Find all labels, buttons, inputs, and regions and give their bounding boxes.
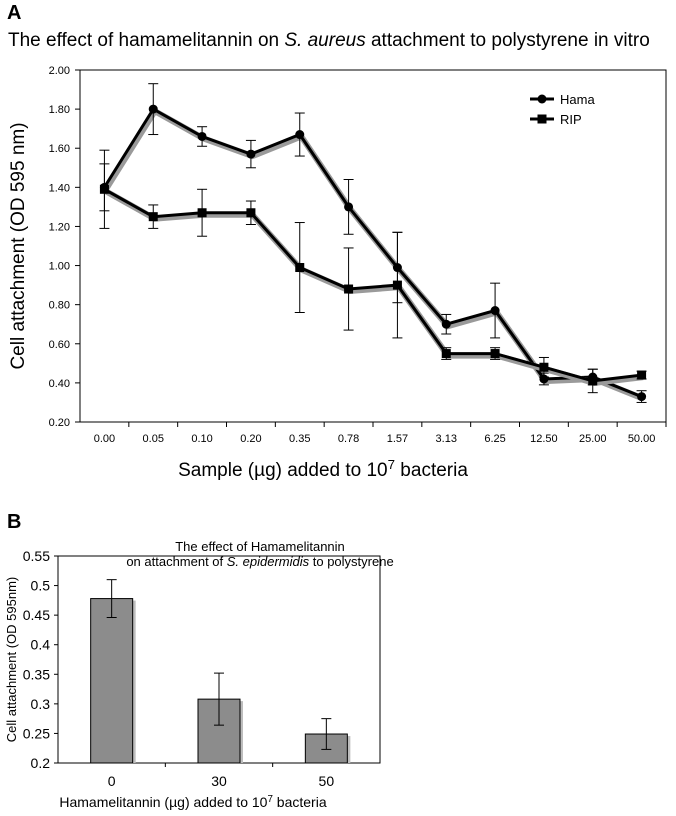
x-tick-label: 0.10 (191, 433, 212, 445)
panel-b-letter: B (7, 511, 22, 533)
y-tick-label: 1.00 (49, 261, 70, 273)
y-tick-label: 0.3 (31, 696, 51, 712)
chart-b-title-organism: S. epidermidis (226, 554, 310, 569)
series-shadow-rip (104, 188, 644, 386)
y-tick-label: 1.80 (49, 104, 70, 116)
chart-b-title-part-1: on attachment of (126, 554, 227, 569)
y-tick-label: 0.45 (23, 607, 50, 623)
chart-a-title: The effect of hamamelitannin on S. aureu… (8, 30, 650, 52)
bar (90, 598, 134, 764)
x-tick-label: 0.78 (338, 433, 359, 445)
x-tick-label: 0.20 (240, 433, 261, 445)
x-tick-label: 6.25 (484, 433, 505, 445)
y-tick-label: 0.55 (23, 548, 50, 564)
y-tick-label: 0.2 (31, 755, 51, 771)
legend-label: RIP (560, 112, 582, 127)
chart-a-title-organism: S. aureus (284, 30, 366, 51)
x-tick-label: 1.57 (387, 433, 408, 445)
data-point-hama (441, 319, 451, 329)
y-tick-label: 1.60 (49, 143, 70, 155)
data-point-hama (246, 149, 256, 159)
x-axis-label: Sample (µg) added to 107 bacteria (178, 457, 468, 482)
y-tick-label: 1.20 (49, 221, 70, 233)
y-axis-label: Cell attachment (OD 595 nm) (8, 122, 29, 369)
bar-chart: 0.2 0.25 0.3 0.35 0.4 0.45 0.5 0.55 0 30 50 Cell at… (4, 548, 381, 811)
data-point-hama (490, 306, 500, 316)
chart-b-title-line-2: on attachment of S. epidermidis to polys… (60, 554, 460, 569)
data-point-rip (344, 284, 354, 294)
panel-a-letter: A (7, 2, 22, 24)
data-point-rip (588, 376, 598, 386)
data-point-rip (99, 184, 109, 194)
chart-a-title-part-3: attachment to polystyrene in vitro (365, 30, 650, 51)
line-chart: 0.20 0.40 0.60 0.80 1.00 1.20 1.40 1.60 1.80 2.00… (8, 65, 667, 482)
y-tick-label: 0.60 (49, 339, 70, 351)
data-point-rip (392, 280, 402, 290)
x-tick-label: 0.00 (94, 433, 115, 445)
series-line-rip (103, 187, 642, 383)
y-tick-label: 0.4 (31, 637, 51, 653)
data-point-hama (344, 202, 354, 212)
chart-a-title-part-1: The effect of hamamelitannin on (8, 30, 285, 51)
chart-b-title-line-1: The effect of Hamamelitannin (175, 539, 345, 554)
data-point-rip (148, 212, 158, 222)
data-point-hama (637, 392, 647, 402)
x-tick-label: 25.00 (579, 433, 607, 445)
y-tick-label: 0.80 (49, 300, 70, 312)
x-tick-label: 30 (211, 773, 227, 789)
y-tick-label: 0.5 (31, 578, 51, 594)
chart-b-title-part-3: to polystyrene (309, 554, 394, 569)
legend-marker (537, 114, 547, 124)
series-line-hama (103, 107, 643, 398)
data-point-hama (197, 131, 207, 141)
data-point-rip (197, 208, 207, 218)
series-shadow-hama (103, 107, 645, 402)
y-tick-label: 2.00 (49, 65, 70, 77)
chart-b-title: The effect of Hamamelitannin on attachme… (60, 539, 460, 569)
x-tick-label: 0.35 (289, 433, 310, 445)
data-point-rip (490, 349, 500, 359)
y-tick-label: 1.40 (49, 182, 70, 194)
x-axis-label: Hamamelitannin (µg) added to 107 bacteri… (59, 794, 326, 811)
legend-marker (537, 94, 547, 104)
data-point-hama (148, 104, 158, 114)
data-point-rip (441, 349, 451, 359)
y-axis-label: Cell attachment (OD 595nm) (4, 577, 19, 742)
data-point-rip (246, 208, 256, 218)
y-tick-label: 0.40 (49, 378, 70, 390)
y-tick-label: 0.35 (23, 666, 50, 682)
data-point-rip (295, 263, 305, 273)
data-point-hama (295, 130, 305, 140)
x-tick-label: 3.13 (436, 433, 457, 445)
y-tick-label: 0.20 (49, 417, 70, 429)
data-point-rip (539, 362, 549, 372)
x-tick-label: 0 (108, 773, 116, 789)
data-point-rip (637, 370, 647, 380)
y-tick-label: 0.25 (23, 725, 50, 741)
x-tick-label: 0.05 (143, 433, 164, 445)
legend-label: Hama (560, 92, 595, 107)
x-tick-label: 50.00 (628, 433, 656, 445)
x-tick-label: 50 (319, 773, 335, 789)
x-tick-label: 12.50 (530, 433, 558, 445)
